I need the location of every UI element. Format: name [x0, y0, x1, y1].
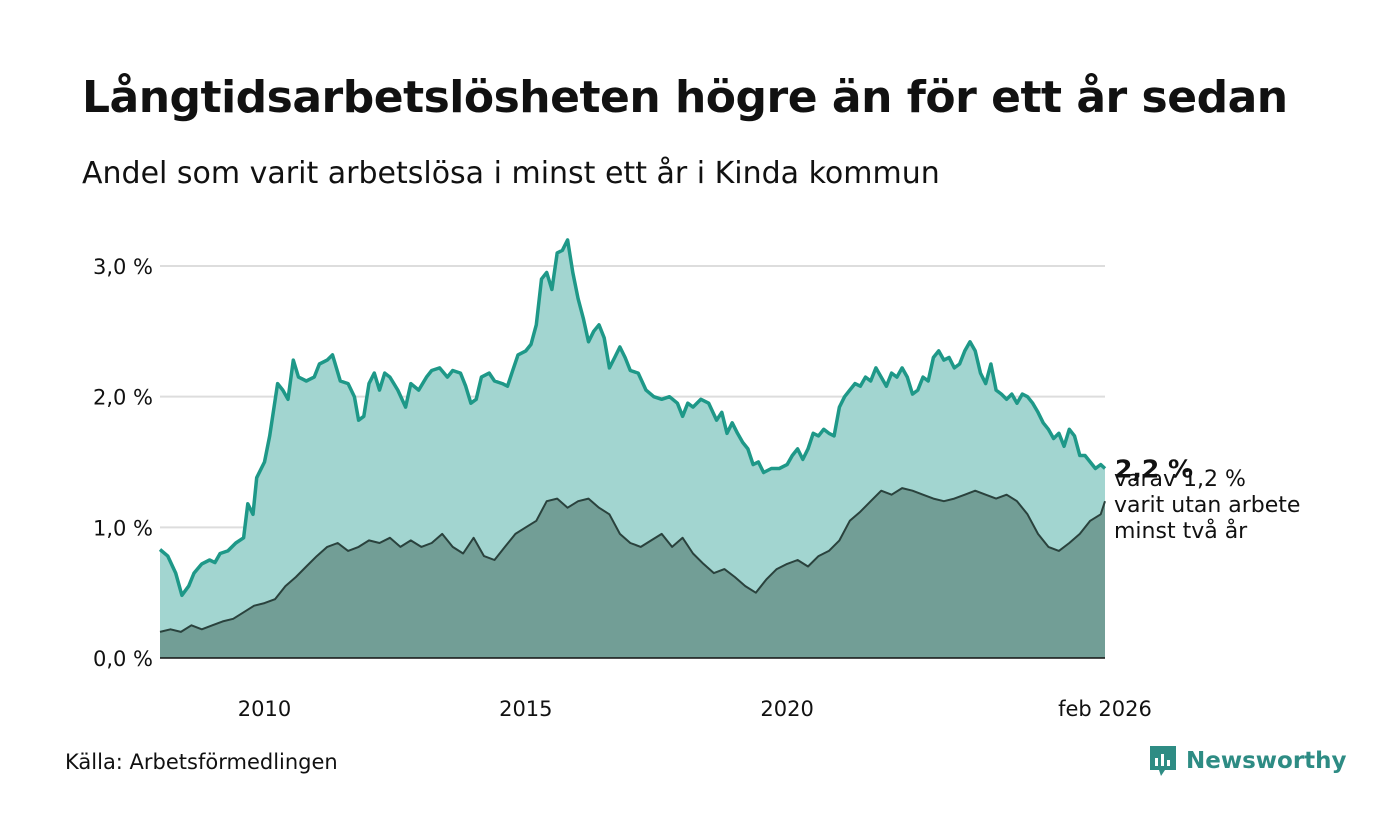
series-line-sub — [159, 487, 1106, 633]
x-tick-label-1: 2015 — [499, 697, 552, 721]
chart-title: Långtidsarbetslösheten högre än för ett … — [82, 72, 1288, 123]
y-tick-label-3: 3,0 % — [93, 255, 153, 279]
end-label-main: 2,2 % — [1115, 455, 1193, 484]
y-tick-label-1: 1,0 % — [93, 516, 153, 540]
x-tick-label-0: 2010 — [238, 697, 291, 721]
brand-logo: Newsworthy — [1148, 744, 1347, 778]
series-line-main — [158, 238, 1107, 598]
source-note: Källa: Arbetsförmedlingen — [65, 750, 338, 774]
y-tick-label-0: 0,0 % — [93, 647, 153, 671]
x-tick-label-2: 2020 — [760, 697, 813, 721]
brand-name: Newsworthy — [1186, 748, 1347, 774]
label-layer: 0,0 % 1,0 % 2,0 % 3,0 % 2010 2015 2020 feb 2026… — [93, 255, 1300, 721]
x-tick-label-3: feb 2026 — [1058, 697, 1152, 721]
end-label-sub-line-1: varit utan arbete — [1114, 493, 1300, 518]
series-area-sub — [160, 488, 1105, 658]
chart-subtitle: Andel som varit arbetslösa i minst ett å… — [82, 156, 940, 191]
y-tick-label-2: 2,0 % — [93, 386, 153, 410]
end-label-sub-line-2: minst två år — [1114, 518, 1248, 544]
newsworthy-logo-icon — [1150, 746, 1176, 776]
area-layer — [158, 238, 1107, 659]
area-chart: 0,0 % 1,0 % 2,0 % 3,0 % 2010 2015 2020 feb 2026… — [93, 238, 1300, 721]
end-label-sub-line-0: varav 1,2 % — [1114, 467, 1246, 492]
